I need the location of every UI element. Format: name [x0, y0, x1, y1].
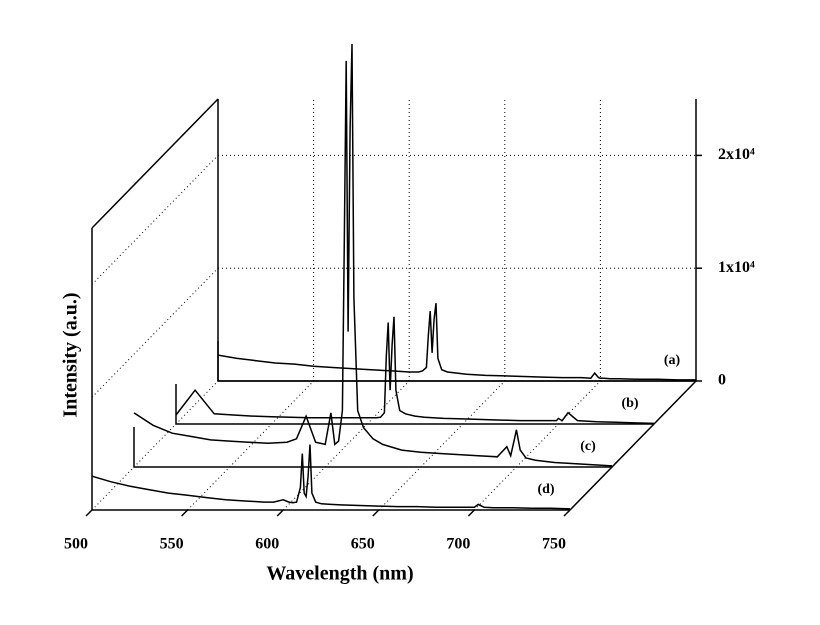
- series-floor: [217, 341, 696, 382]
- x-tick-label: 650: [351, 536, 375, 553]
- y-tick-label: 2x10⁴: [718, 146, 755, 163]
- x-tick-label: 500: [64, 536, 88, 553]
- x-tick-label: 700: [446, 536, 470, 553]
- series-floor: [133, 427, 612, 468]
- x-axis-title: Wavelength (nm): [266, 563, 413, 585]
- axis-line: [91, 98, 219, 229]
- series-label: (d): [537, 482, 554, 497]
- x-tick: [276, 509, 284, 517]
- y-tick-label: 0: [718, 372, 726, 389]
- spectrum-line: [133, 43, 613, 467]
- grid-line: [91, 267, 219, 398]
- spectrum-line: [175, 316, 655, 425]
- y-axis-title: Intensity (a.u.): [60, 292, 82, 417]
- grid-line: [187, 380, 314, 511]
- x-tick: [85, 509, 93, 517]
- x-tick-label: 750: [542, 536, 566, 553]
- series-label: (b): [621, 396, 638, 411]
- spectrum-line: [91, 444, 571, 510]
- x-tick: [467, 509, 475, 517]
- axis-line: [569, 380, 697, 511]
- x-tick: [372, 509, 380, 517]
- grid-line: [282, 380, 410, 511]
- series-label: (c): [580, 439, 596, 454]
- x-tick-label: 600: [255, 536, 279, 553]
- series-floor: [175, 384, 654, 425]
- x-tick: [563, 509, 571, 517]
- spectrum-line: [217, 303, 696, 381]
- x-tick: [181, 509, 189, 517]
- series-label: (a): [664, 353, 681, 368]
- y-tick-label: 1x10⁴: [718, 259, 755, 276]
- x-tick-label: 550: [160, 536, 184, 553]
- grid-line: [91, 155, 219, 285]
